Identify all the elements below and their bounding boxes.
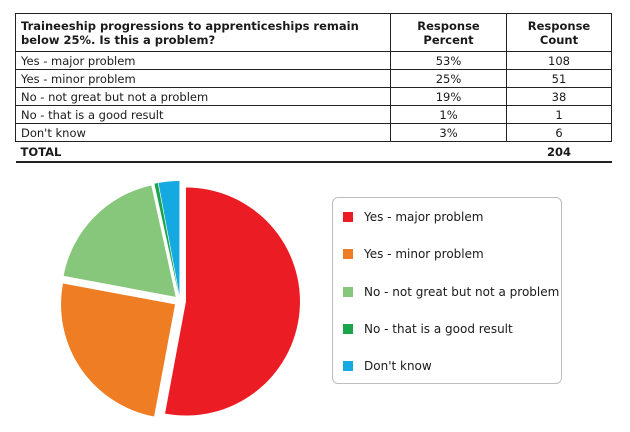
pie-slice [61, 283, 176, 417]
legend-swatch [343, 324, 353, 334]
response-percent: 19% [390, 87, 507, 106]
legend-item: Yes - major problem [343, 210, 483, 224]
response-percent: 25% [390, 69, 507, 88]
pie-slice [165, 187, 300, 416]
legend-label: Yes - major problem [364, 210, 484, 224]
legend-label: Yes - minor problem [364, 247, 484, 261]
total-count: 204 [506, 141, 612, 163]
legend-item: Don't know [343, 359, 432, 373]
legend-item: No - that is a good result [343, 322, 513, 336]
answer-label: No - not great but not a problem [15, 87, 391, 106]
total-spacer [390, 141, 507, 163]
response-count-header: Response Count [506, 13, 612, 52]
answer-label: Yes - minor problem [15, 69, 391, 88]
legend-swatch [343, 212, 353, 222]
table-row: Yes - minor problem 25% 51 [15, 69, 612, 88]
legend-label: Don't know [364, 359, 432, 373]
pie-slice [154, 183, 179, 296]
response-percent: 53% [390, 51, 507, 70]
legend-label: No - that is a good result [364, 322, 513, 336]
response-percent: 1% [390, 105, 507, 124]
table-row: Don't know 3% 6 [15, 123, 612, 142]
legend-swatch [343, 287, 353, 297]
table-row: No - that is a good result 1% 1 [15, 105, 612, 124]
answer-label: No - that is a good result [15, 105, 391, 124]
results-table: Traineeship progressions to apprenticesh… [15, 13, 612, 163]
legend-item: No - not great but not a problem [343, 285, 559, 299]
answer-label: Yes - major problem [15, 51, 391, 70]
legend-swatch [343, 249, 353, 259]
response-count: 51 [506, 69, 612, 88]
answer-label: Don't know [15, 123, 391, 142]
question-header: Traineeship progressions to apprenticesh… [15, 13, 391, 52]
chart-legend: Yes - major problem Yes - minor problem … [332, 197, 562, 384]
pie-slice [158, 181, 180, 296]
response-count: 38 [506, 87, 612, 106]
response-percent: 3% [390, 123, 507, 142]
pie-slice [63, 185, 176, 297]
response-count: 1 [506, 105, 612, 124]
table-row: Yes - major problem 53% 108 [15, 51, 612, 70]
response-count: 108 [506, 51, 612, 70]
legend-label: No - not great but not a problem [364, 285, 560, 299]
response-count: 6 [506, 123, 612, 142]
table-header-row: Traineeship progressions to apprenticesh… [15, 13, 612, 52]
response-percent-header: Response Percent [390, 13, 507, 52]
total-label: TOTAL [15, 141, 391, 163]
legend-item: Yes - minor problem [343, 247, 484, 261]
legend-swatch [343, 361, 353, 371]
table-row: No - not great but not a problem 19% 38 [15, 87, 612, 106]
pie-chart [61, 181, 300, 417]
total-row: TOTAL 204 [15, 141, 612, 163]
